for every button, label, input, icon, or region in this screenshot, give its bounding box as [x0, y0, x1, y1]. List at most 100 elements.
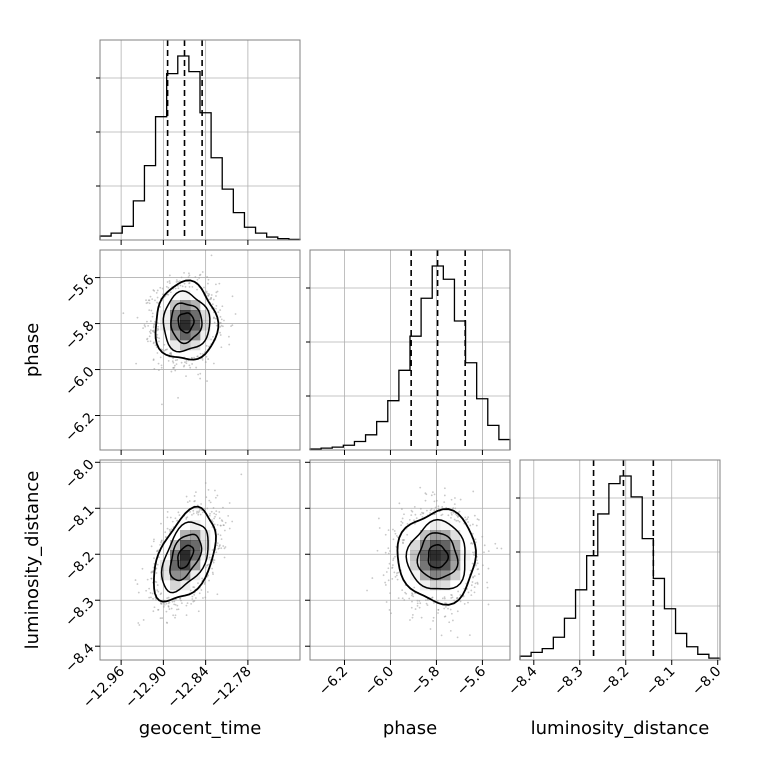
sample-point: [173, 603, 176, 606]
contour-level-3: [152, 505, 217, 603]
sample-point: [137, 622, 140, 624]
sample-point: [174, 517, 177, 520]
sample-point: [166, 281, 169, 283]
sample-point: [403, 599, 406, 601]
sample-point: [168, 280, 171, 282]
density-cell: [420, 580, 431, 591]
sample-point: [476, 559, 478, 562]
sample-point: [177, 280, 179, 283]
sample-point: [218, 547, 221, 550]
sample-point: [157, 362, 160, 365]
density-cell: [420, 530, 431, 541]
sample-point: [218, 282, 221, 285]
sample-point: [167, 293, 170, 296]
sample-point: [222, 506, 224, 509]
contour-level-0: [177, 544, 195, 570]
sample-point: [218, 511, 221, 513]
sample-point: [467, 591, 470, 594]
sample-point: [210, 294, 213, 296]
contour-level-0: [177, 312, 195, 334]
x-tick-label-phase: −5.8: [408, 664, 443, 699]
y-tick-label-phase: −5.6: [62, 272, 97, 307]
x-axis-label-luminosity_distance: luminosity_distance: [531, 718, 710, 739]
sample-point: [396, 578, 399, 581]
sample-point: [204, 361, 207, 363]
x-tick-label-luminosity_distance: −8.1: [643, 664, 678, 699]
sample-point: [172, 614, 175, 617]
sample-point: [207, 358, 210, 360]
density-cell: [440, 540, 451, 551]
sample-point: [424, 499, 427, 502]
sample-point: [196, 510, 199, 513]
histogram-phase: [309, 265, 511, 450]
density-cell: [180, 300, 191, 311]
density-cell: [420, 550, 431, 561]
sample-point: [212, 362, 215, 365]
sample-point: [475, 524, 478, 527]
sample-point: [222, 524, 225, 527]
sample-point: [219, 326, 222, 328]
sample-point: [211, 519, 213, 522]
sample-point: [211, 567, 214, 570]
sample-point: [161, 293, 164, 296]
sample-point: [395, 574, 398, 577]
sample-point: [157, 590, 160, 593]
sample-point: [378, 527, 381, 529]
sample-point: [450, 516, 452, 519]
density-cell: [430, 520, 441, 531]
y-tick-label-luminosity_distance: −8.4: [62, 640, 97, 675]
sample-point: [449, 608, 452, 611]
sample-point: [409, 619, 411, 621]
sample-point: [211, 549, 214, 551]
sample-point: [426, 599, 429, 601]
sample-point: [161, 287, 164, 290]
density-cell: [430, 580, 441, 591]
sample-point: [191, 598, 194, 600]
sample-point: [165, 348, 167, 351]
sample-point: [171, 360, 174, 363]
sample-point: [471, 562, 474, 565]
sample-point: [187, 276, 190, 279]
sample-point: [486, 586, 489, 589]
sample-point: [171, 600, 174, 603]
sample-point: [487, 603, 490, 606]
sample-point: [478, 573, 480, 575]
sample-point: [420, 616, 423, 619]
sample-point: [231, 520, 234, 523]
sample-point: [223, 529, 226, 532]
sample-point: [387, 547, 390, 550]
sample-point: [165, 602, 168, 605]
sample-point: [415, 517, 418, 520]
sample-point: [500, 547, 503, 550]
sample-point: [228, 502, 231, 504]
axes-frame: [519, 459, 721, 661]
sample-point: [212, 335, 214, 338]
sample-point: [205, 496, 208, 499]
sample-point: [435, 499, 438, 502]
sample-point: [157, 608, 160, 611]
sample-point: [452, 511, 455, 514]
sample-point: [161, 403, 163, 406]
sample-point: [218, 517, 221, 520]
sample-point: [186, 501, 189, 504]
sample-point: [366, 589, 368, 592]
sample-point: [160, 522, 162, 525]
sample-point: [204, 596, 207, 599]
sample-point: [194, 597, 197, 599]
sample-point: [174, 369, 177, 372]
density-cell: [430, 530, 441, 541]
sample-point: [188, 272, 190, 275]
sample-point: [160, 540, 163, 543]
sample-point: [418, 606, 421, 609]
sample-point: [473, 551, 476, 554]
histogram-geocent_time: [99, 55, 301, 241]
sample-point: [173, 600, 176, 603]
sample-point: [456, 636, 459, 639]
sample-point: [418, 599, 421, 602]
sample-point: [180, 602, 183, 605]
sample-point: [219, 331, 221, 334]
sample-point: [393, 530, 396, 532]
sample-point: [483, 544, 486, 547]
sample-point: [150, 309, 153, 312]
sample-point: [138, 624, 141, 626]
